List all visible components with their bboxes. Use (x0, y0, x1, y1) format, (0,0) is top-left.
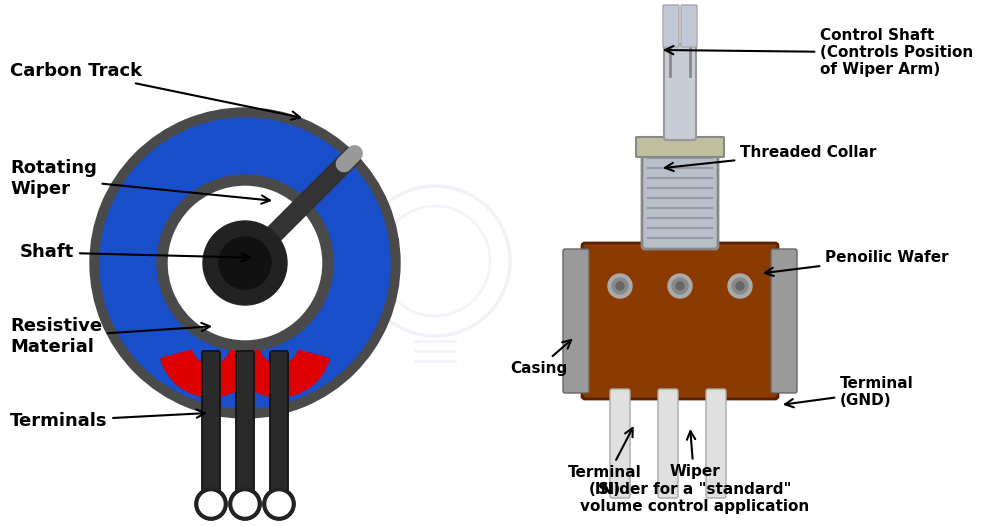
Circle shape (203, 221, 287, 305)
Circle shape (229, 488, 261, 520)
Circle shape (267, 492, 291, 516)
Circle shape (676, 282, 684, 290)
Circle shape (608, 274, 632, 298)
FancyBboxPatch shape (202, 351, 220, 498)
Wedge shape (161, 350, 261, 397)
Text: Carbon Track: Carbon Track (10, 62, 300, 120)
Circle shape (263, 488, 295, 520)
Wedge shape (229, 350, 329, 397)
Circle shape (195, 488, 227, 520)
Text: Threaded Collar: Threaded Collar (665, 145, 876, 171)
FancyBboxPatch shape (636, 137, 724, 157)
FancyBboxPatch shape (582, 243, 778, 399)
Circle shape (668, 274, 692, 298)
FancyBboxPatch shape (270, 351, 288, 498)
FancyBboxPatch shape (236, 351, 254, 498)
FancyBboxPatch shape (681, 5, 697, 47)
Circle shape (219, 237, 271, 289)
FancyBboxPatch shape (658, 389, 678, 498)
Circle shape (195, 488, 227, 520)
Circle shape (199, 492, 223, 516)
Circle shape (229, 488, 261, 520)
Text: Casing: Casing (510, 340, 571, 376)
FancyBboxPatch shape (664, 44, 696, 140)
Text: Terminal
(GND): Terminal (GND) (785, 376, 914, 408)
FancyBboxPatch shape (663, 5, 679, 47)
Text: Penoilic Wafer: Penoilic Wafer (765, 250, 949, 276)
Circle shape (263, 488, 295, 520)
Circle shape (732, 278, 748, 294)
FancyBboxPatch shape (610, 389, 630, 498)
Text: Rotating
Wiper: Rotating Wiper (10, 159, 270, 204)
Circle shape (233, 492, 257, 516)
Text: Control Shaft
(Controls Position
of Wiper Arm): Control Shaft (Controls Position of Wipe… (665, 28, 973, 77)
Circle shape (612, 278, 628, 294)
Text: Shaft: Shaft (20, 244, 250, 261)
Text: Wiper
Slider for a "standard"
volume control application: Wiper Slider for a "standard" volume con… (580, 431, 810, 514)
FancyBboxPatch shape (642, 143, 718, 249)
FancyBboxPatch shape (202, 351, 220, 498)
Circle shape (233, 492, 257, 516)
FancyBboxPatch shape (771, 249, 797, 393)
Circle shape (616, 282, 624, 290)
Text: Terminal
(IN): Terminal (IN) (568, 428, 642, 498)
Circle shape (267, 492, 291, 516)
Circle shape (672, 278, 688, 294)
Text: Terminals: Terminals (10, 409, 205, 430)
Circle shape (728, 274, 752, 298)
FancyBboxPatch shape (563, 249, 589, 393)
FancyBboxPatch shape (236, 351, 254, 498)
Circle shape (199, 492, 223, 516)
Circle shape (736, 282, 744, 290)
Text: Resistive
Material: Resistive Material (10, 317, 210, 356)
FancyBboxPatch shape (706, 389, 726, 498)
FancyBboxPatch shape (270, 351, 288, 498)
